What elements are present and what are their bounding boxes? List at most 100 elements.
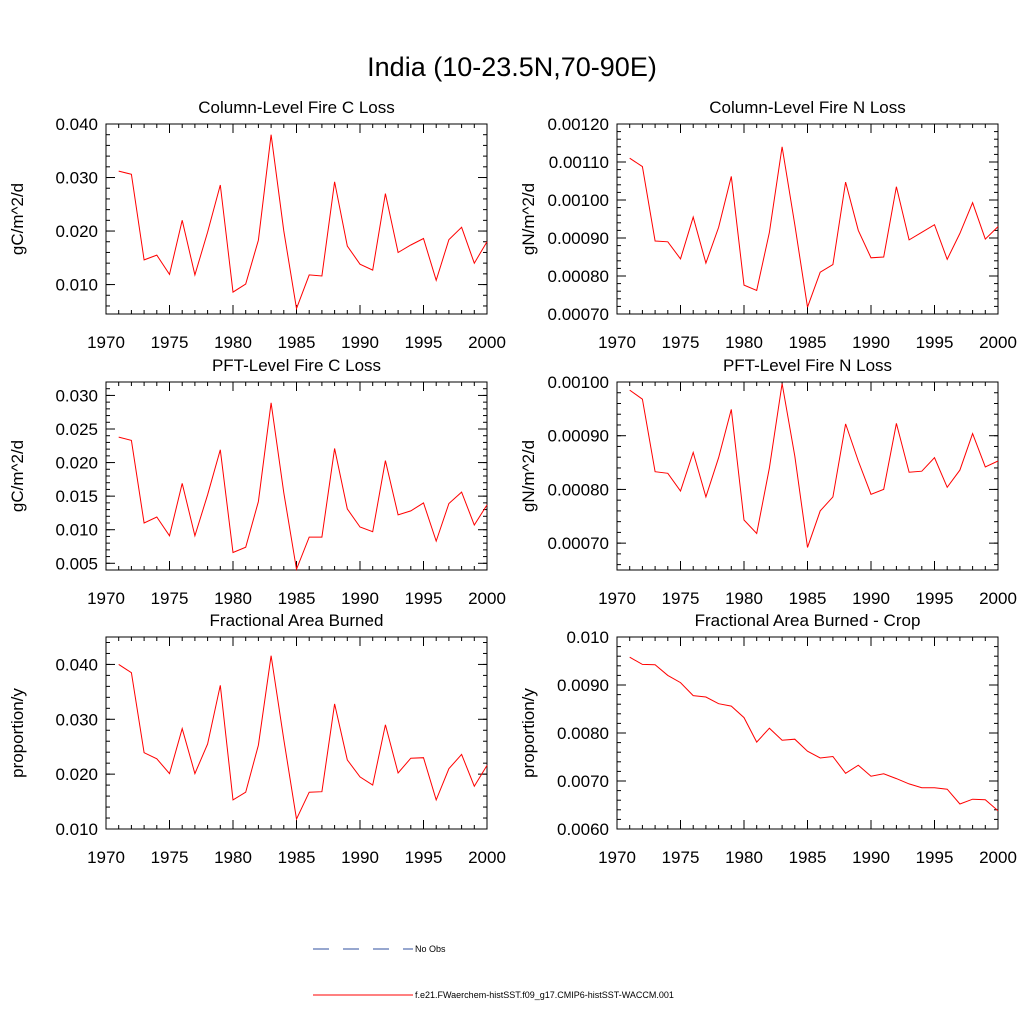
panel-title: Column-Level Fire C Loss: [198, 98, 395, 117]
x-tick-label: 1990: [341, 589, 379, 608]
y-tick-label: 0.025: [55, 420, 98, 439]
x-tick-label: 1990: [852, 589, 890, 608]
y-tick-label: 0.020: [55, 765, 98, 784]
x-tick-label: 2000: [979, 589, 1017, 608]
y-tick-label: 0.010: [566, 628, 609, 647]
y-axis-label: gN/m^2/d: [519, 440, 538, 512]
y-axis-label: proportion/y: [8, 688, 27, 778]
x-tick-label: 1985: [278, 333, 316, 352]
x-tick-label: 1970: [598, 589, 636, 608]
panel-3: PFT-Level Fire C Loss gC/m^2/d 1970 1975 198…: [8, 356, 506, 608]
y-tick-label: 0.020: [55, 222, 98, 241]
y-tick-label: 0.00090: [548, 229, 609, 248]
x-tick-label: 2000: [979, 848, 1017, 867]
series-line: [118, 134, 488, 311]
y-tick-label: 0.00120: [548, 115, 609, 134]
x-tick-label: 1995: [916, 848, 954, 867]
x-tick-label: 1990: [852, 848, 890, 867]
x-tick-label: 1970: [87, 848, 125, 867]
panel-title: PFT-Level Fire N Loss: [723, 356, 892, 375]
x-tick-label: 1970: [598, 333, 636, 352]
y-tick-label: 0.015: [55, 487, 98, 506]
figure-title: India (10-23.5N,70-90E): [367, 52, 657, 82]
x-tick-label: 1975: [151, 333, 189, 352]
y-axis-label: gN/m^2/d: [519, 183, 538, 255]
x-tick-label: 1975: [151, 848, 189, 867]
legend-model-label: f.e21.FWaerchem-histSST.f09_g17.CMIP6-hi…: [415, 990, 674, 1000]
y-tick-label: 0.0090: [557, 676, 609, 695]
x-tick-label: 1995: [916, 589, 954, 608]
y-axis-label: proportion/y: [519, 688, 538, 778]
series-line: [629, 383, 999, 548]
y-tick-label: 0.030: [55, 386, 98, 405]
x-tick-label: 1985: [789, 589, 827, 608]
series-line: [118, 655, 488, 821]
panel-title: Column-Level Fire N Loss: [709, 98, 906, 117]
panel-6: Fractional Area Burned - Crop proportion/…: [519, 611, 1017, 867]
panel-title: Fractional Area Burned: [210, 611, 384, 630]
panels: Column-Level Fire C Loss gC/m^2/d 1970 1975…: [8, 98, 1017, 867]
x-tick-label: 1975: [151, 589, 189, 608]
y-axis-label: gC/m^2/d: [8, 183, 27, 255]
x-tick-label: 1990: [341, 848, 379, 867]
panel-2: Column-Level Fire N Loss gN/m^2/d 1970 1975…: [519, 98, 1017, 352]
y-tick-label: 0.00070: [548, 305, 609, 324]
y-tick-label: 0.0070: [557, 772, 609, 791]
plot-frame: [105, 636, 488, 830]
x-tick-label: 1995: [916, 333, 954, 352]
y-tick-label: 0.00090: [548, 427, 609, 446]
panel-1: Column-Level Fire C Loss gC/m^2/d 1970 1975…: [8, 98, 506, 352]
x-tick-label: 1980: [725, 333, 763, 352]
x-tick-label: 1985: [789, 848, 827, 867]
y-tick-label: 0.010: [55, 521, 98, 540]
x-tick-label: 2000: [468, 589, 506, 608]
panel-title: PFT-Level Fire C Loss: [212, 356, 381, 375]
plot-frame: [105, 123, 488, 315]
x-tick-label: 1995: [405, 333, 443, 352]
x-tick-label: 2000: [468, 333, 506, 352]
x-tick-label: 1980: [214, 848, 252, 867]
plot-frame: [616, 636, 999, 830]
x-tick-label: 1975: [662, 589, 700, 608]
y-tick-label: 0.020: [55, 454, 98, 473]
y-tick-label: 0.00100: [548, 373, 609, 392]
plot-frame: [616, 381, 999, 571]
y-tick-label: 0.040: [55, 655, 98, 674]
x-tick-label: 1990: [341, 333, 379, 352]
x-tick-label: 1980: [725, 589, 763, 608]
x-tick-label: 1970: [87, 333, 125, 352]
y-tick-label: 0.010: [55, 820, 98, 839]
series-line: [629, 146, 999, 308]
y-tick-label: 0.030: [55, 169, 98, 188]
panel-4: PFT-Level Fire N Loss gN/m^2/d 1970 1975 198…: [519, 356, 1017, 608]
plot-frame: [105, 381, 488, 571]
y-tick-label: 0.030: [55, 710, 98, 729]
x-tick-label: 2000: [468, 848, 506, 867]
x-tick-label: 1970: [598, 848, 636, 867]
y-tick-label: 0.00110: [549, 153, 609, 172]
plot-frame: [616, 123, 999, 315]
series-line: [118, 402, 488, 572]
y-tick-label: 0.0060: [557, 820, 609, 839]
x-tick-label: 1980: [214, 333, 252, 352]
y-tick-label: 0.005: [55, 554, 98, 573]
x-tick-label: 1985: [278, 848, 316, 867]
x-tick-label: 1990: [852, 333, 890, 352]
x-tick-label: 2000: [979, 333, 1017, 352]
x-tick-label: 1995: [405, 589, 443, 608]
y-tick-label: 0.0080: [557, 724, 609, 743]
series-line: [629, 656, 999, 812]
x-tick-label: 1980: [214, 589, 252, 608]
x-tick-label: 1980: [725, 848, 763, 867]
legend-obs-label: No Obs: [415, 944, 446, 954]
y-tick-label: 0.040: [55, 115, 98, 134]
x-tick-label: 1985: [278, 589, 316, 608]
x-tick-label: 1995: [405, 848, 443, 867]
x-tick-label: 1970: [87, 589, 125, 608]
x-tick-label: 1985: [789, 333, 827, 352]
legend: No Obs f.e21.FWaerchem-histSST.f09_g17.C…: [313, 944, 674, 1000]
y-tick-label: 0.00080: [548, 480, 609, 499]
panel-5: Fractional Area Burned proportion/y 1970 19…: [8, 611, 506, 867]
x-tick-label: 1975: [662, 333, 700, 352]
